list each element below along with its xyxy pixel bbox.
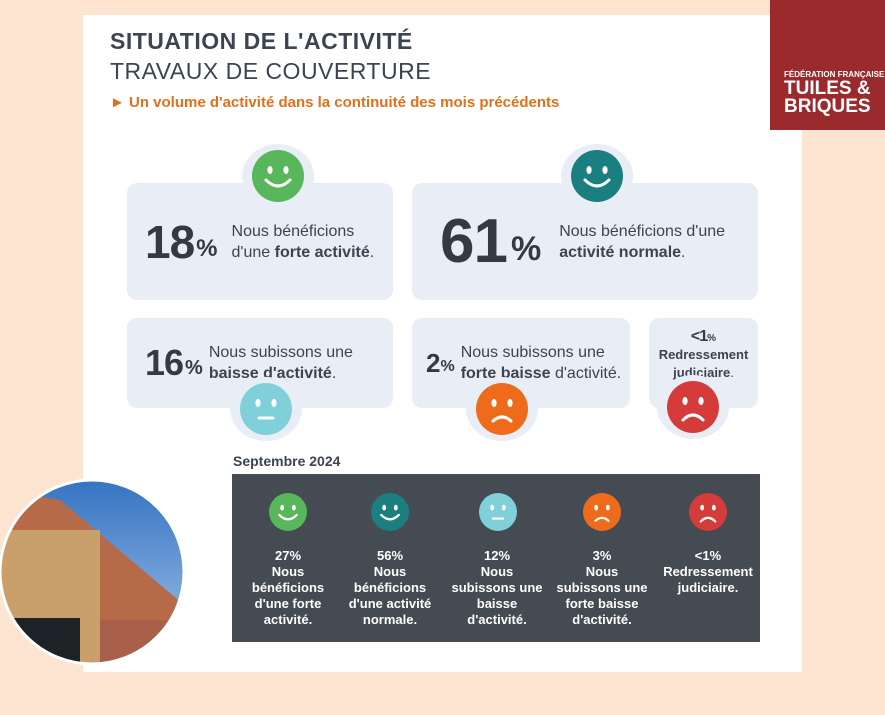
unit: % [440, 358, 455, 375]
card: 2% Nous subissons une forte baisse d'act… [412, 318, 630, 408]
text: Redressement judiciaire. [654, 346, 754, 382]
logo-text: TUILES & [784, 78, 871, 99]
text-part: Nous subissons une [460, 344, 605, 361]
subtitle: TRAVAUX DE COUVERTURE [110, 58, 432, 84]
item-text: Nous bénéficions d'une activité normale. [348, 564, 432, 627]
item-text: Nous bénéficions d'une forte activité. [251, 564, 325, 627]
card: 61% Nous bénéficions d'une activité norm… [412, 183, 758, 300]
item-text: Nous subissons une baisse d'activité. [451, 564, 543, 627]
text-part: . [369, 243, 375, 261]
value: 61 [440, 207, 508, 276]
text-part: d'activité. [550, 365, 622, 382]
item-value: 3% [592, 548, 612, 563]
text-part: Nous subissons une [208, 344, 353, 361]
text-part: . [331, 365, 337, 382]
item-value: 56% [376, 548, 404, 563]
logo-text: BRIQUES [784, 96, 871, 117]
item-text: Nous subissons une forte baisse d'activi… [556, 564, 648, 627]
item-value: <1% [694, 548, 722, 563]
text-bold: activité normale [559, 243, 682, 261]
text-bold: Redressement judiciaire [658, 347, 749, 380]
previous-item: 3% Nous subissons une forte baisse d'acti… [552, 548, 652, 628]
text-bold: forte activité [274, 243, 370, 261]
photo [0, 478, 186, 666]
text-bold: baisse d'activité [208, 365, 332, 382]
tagline-text: Un volume d'activité dans la continuité … [129, 94, 560, 111]
text-part: . [681, 243, 686, 261]
value: 2 [426, 347, 441, 378]
previous-item: 56% Nous bénéficions d'une activité norma… [340, 548, 440, 628]
text-part: . [730, 365, 734, 380]
text-bold: forte baisse [460, 365, 551, 382]
card: 18% Nous bénéficions d'une forte activit… [127, 183, 393, 300]
value: <1 [690, 328, 708, 345]
value: 16 [145, 342, 184, 383]
unit: % [196, 234, 218, 262]
text-part: Nous bénéficions d'une [559, 222, 726, 240]
text: Nous bénéficions d'une forte activité. [232, 221, 382, 263]
tagline: ► Un volume d'activité dans la continuit… [110, 94, 560, 111]
previous-item: 12% Nous subissons une baisse d'activité. [448, 548, 546, 628]
unit: % [707, 333, 717, 344]
item-text: Redressement judiciaire. [663, 564, 753, 595]
unit: % [510, 230, 542, 268]
text: Nous subissons une forte baisse d'activi… [461, 342, 630, 384]
unit: % [185, 356, 203, 379]
item-value: 12% [483, 548, 511, 563]
card: <1% Redressement judiciaire. [649, 318, 758, 408]
item-value: 27% [274, 548, 302, 563]
text: Nous subissons une baisse d'activité. [209, 342, 379, 384]
title: SITUATION DE L'ACTIVITÉ [110, 28, 413, 54]
previous-label: Septembre 2024 [233, 453, 341, 469]
value: 18 [145, 215, 195, 268]
previous-item: <1% Redressement judiciaire. [658, 548, 758, 596]
card: 16% Nous subissons une baisse d'activité… [127, 318, 393, 408]
text: Nous bénéficions d'une activité normale. [559, 221, 734, 263]
logo: FÉDÉRATION FRANÇAISE TUILES & BRIQUES [770, 0, 885, 130]
text-part: Nous bénéficions d'une [231, 222, 355, 261]
previous-item: 27% Nous bénéficions d'une forte activité… [238, 548, 338, 628]
logo-text: FÉDÉRATION FRANÇAISE [784, 70, 885, 79]
